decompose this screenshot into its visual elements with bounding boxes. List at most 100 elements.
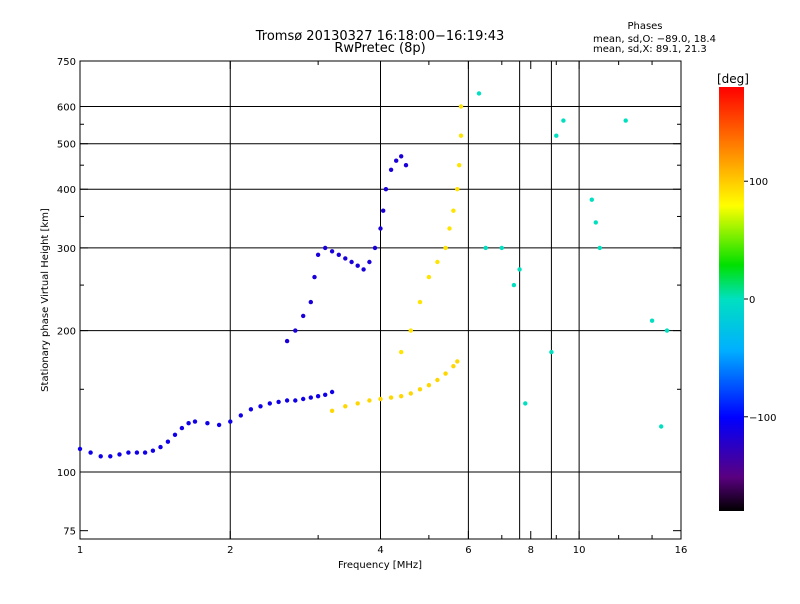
echo-point: [549, 349, 554, 355]
echo-point: [315, 394, 321, 399]
colorbar-unit-label: [deg]: [717, 72, 749, 86]
echo-point: [483, 245, 488, 251]
y-tick-label: 100: [57, 468, 76, 479]
echo-point: [499, 245, 504, 251]
echo-point: [301, 313, 306, 319]
echo-point: [659, 424, 664, 429]
echo-point: [276, 399, 281, 405]
echo-point: [248, 407, 254, 412]
echo-point: [117, 452, 122, 457]
y-axis-label: Stationary phase Virtual Height [km]: [40, 208, 51, 392]
stats-heading: Phases: [627, 21, 662, 32]
echo-point: [443, 371, 448, 376]
echo-point: [293, 328, 298, 333]
echo-point: [458, 133, 464, 138]
echo-point: [284, 398, 290, 403]
echo-point: [267, 401, 272, 406]
echo-point: [388, 395, 394, 400]
echo-point: [388, 167, 394, 172]
echo-point: [455, 359, 460, 364]
echo-point: [451, 208, 456, 213]
echo-point: [126, 450, 131, 455]
echo-point: [417, 387, 423, 392]
echo-point: [458, 104, 464, 109]
echo-point: [554, 133, 559, 138]
echo-point: [367, 398, 372, 403]
echo-point: [443, 245, 448, 251]
echo-point: [408, 328, 413, 333]
y-tick-label: 300: [57, 244, 76, 255]
echo-point: [312, 274, 317, 280]
echo-point: [134, 450, 140, 455]
echo-point: [315, 252, 321, 257]
echo-point: [383, 187, 389, 192]
y-tick-label: 75: [63, 527, 76, 538]
colorbar-gradient: [719, 87, 744, 511]
echo-point: [329, 408, 335, 413]
echo-point: [426, 383, 432, 388]
echo-point: [455, 187, 460, 192]
stats-line-x: mean, sd,X: 89.1, 21.3: [593, 44, 707, 55]
y-tick-label: 200: [57, 327, 76, 338]
echo-point: [343, 404, 348, 409]
echo-point: [417, 299, 423, 305]
echo-point: [308, 395, 313, 400]
stats-line-o: mean, sd,O: −89.0, 18.4: [593, 34, 716, 45]
echo-point: [623, 118, 628, 123]
echo-point: [589, 197, 594, 202]
echo-point: [329, 249, 335, 254]
echo-point: [403, 163, 409, 168]
echo-point: [355, 401, 360, 406]
echo-point: [336, 252, 341, 257]
colorbar-tick-label: 100: [749, 177, 768, 188]
echo-point: [284, 338, 290, 344]
echo-point: [378, 226, 383, 231]
echo-point: [451, 364, 456, 369]
y-tick-label: 750: [57, 57, 76, 68]
chart-subtitle: RwPretec (8p): [334, 41, 425, 56]
echo-point: [329, 389, 335, 395]
x-tick-label: 1: [77, 545, 83, 556]
echo-point: [238, 413, 243, 418]
x-axis-ticks: 1 2 4 6 8 10 16: [77, 61, 688, 556]
echo-point: [649, 318, 655, 323]
echo-point: [361, 267, 366, 272]
echo-point: [165, 439, 171, 444]
echo-point: [355, 263, 360, 268]
echo-point: [88, 450, 93, 455]
colorbar-tick-label: 0: [749, 295, 755, 306]
echo-point: [457, 163, 462, 168]
echo-point: [77, 446, 83, 452]
echo-point: [323, 245, 328, 251]
data-points: [77, 91, 670, 459]
chart-title: Tromsø 20130327 16:18:00−16:19:43: [255, 29, 505, 44]
echo-point: [399, 154, 404, 159]
echo-point: [476, 91, 482, 96]
x-tick-label: 16: [675, 545, 688, 556]
echo-point: [593, 220, 598, 225]
echo-point: [378, 396, 383, 402]
x-tick-label: 6: [465, 545, 471, 556]
echo-point: [308, 299, 313, 305]
colorbar-ticks: 100 0 −100: [744, 177, 776, 424]
y-axis-ticks: 75 100 200 300 400 500 600 750: [57, 57, 681, 538]
echo-point: [349, 259, 354, 265]
echo-point: [301, 396, 306, 402]
colorbar-tick-label: −100: [749, 413, 776, 424]
echo-point: [381, 208, 386, 213]
phase-colorbar: [deg] 100 0 −100: [717, 72, 776, 511]
echo-point: [517, 267, 522, 272]
echo-point: [597, 245, 602, 251]
echo-point: [523, 401, 528, 406]
echo-point: [447, 226, 452, 231]
echo-point: [258, 404, 263, 409]
echo-point: [323, 392, 328, 397]
x-tick-label: 2: [227, 545, 233, 556]
echo-point: [158, 444, 163, 450]
echo-point: [408, 391, 413, 396]
grid-lines: [80, 61, 681, 539]
x-tick-label: 4: [377, 545, 383, 556]
echo-point: [372, 245, 378, 251]
echo-point: [228, 419, 233, 424]
